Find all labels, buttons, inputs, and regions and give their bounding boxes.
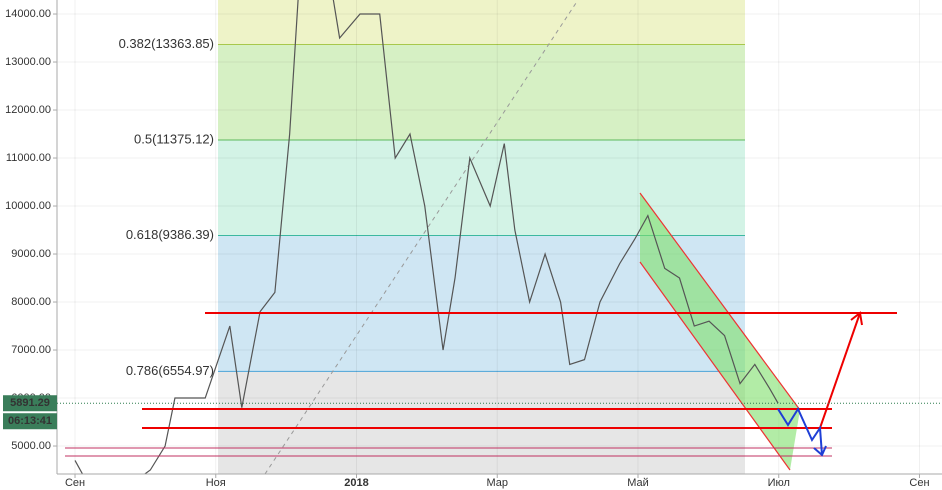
channel-edge bbox=[639, 261, 791, 471]
arrow bbox=[819, 312, 861, 429]
x-tick-label: Май bbox=[627, 477, 649, 489]
fib-label: 0.786(6554.97) bbox=[126, 363, 214, 378]
arrowhead bbox=[850, 311, 863, 326]
last-price-label: 5891.29 bbox=[10, 397, 50, 409]
channel-edge bbox=[639, 192, 801, 411]
y-tick-label: 11000.00 bbox=[6, 152, 51, 164]
y-tick-label: 8000.00 bbox=[11, 296, 51, 308]
price-line bbox=[74, 0, 779, 474]
fib-zone bbox=[218, 44, 745, 141]
y-tick-label: 12000.00 bbox=[5, 104, 51, 116]
fib-zone bbox=[218, 0, 745, 45]
y-tick-label: 10000.00 bbox=[5, 200, 51, 212]
x-tick-label: Сен bbox=[909, 477, 929, 489]
fib-label: 0.5(11375.12) bbox=[134, 131, 214, 146]
y-tick-label: 5000.00 bbox=[11, 440, 51, 452]
x-tick-label: Ноя bbox=[206, 477, 226, 489]
countdown: 06:13:41 bbox=[8, 415, 52, 427]
x-tick-label: Июл bbox=[768, 477, 790, 489]
x-tick-label: Сен bbox=[65, 477, 85, 489]
trend-diagonal bbox=[264, 0, 579, 475]
fib-zone bbox=[218, 371, 745, 474]
y-tick-label: 14000.00 bbox=[5, 8, 51, 20]
x-tick-label: Мар bbox=[486, 477, 508, 489]
last-price-box bbox=[3, 395, 57, 412]
arrowhead bbox=[813, 445, 827, 457]
y-tick-label: 9000.00 bbox=[11, 248, 51, 260]
fib-label: 0.382(13363.85) bbox=[119, 36, 214, 51]
x-tick-label: 2018 bbox=[344, 477, 368, 489]
y-tick-label: 13000.00 bbox=[5, 56, 51, 68]
fib-zone bbox=[218, 140, 745, 236]
y-tick-label: 7000.00 bbox=[11, 344, 51, 356]
countdown-box bbox=[3, 413, 57, 430]
fib-label: 0.618(9386.39) bbox=[126, 227, 214, 242]
arrow bbox=[777, 406, 823, 456]
